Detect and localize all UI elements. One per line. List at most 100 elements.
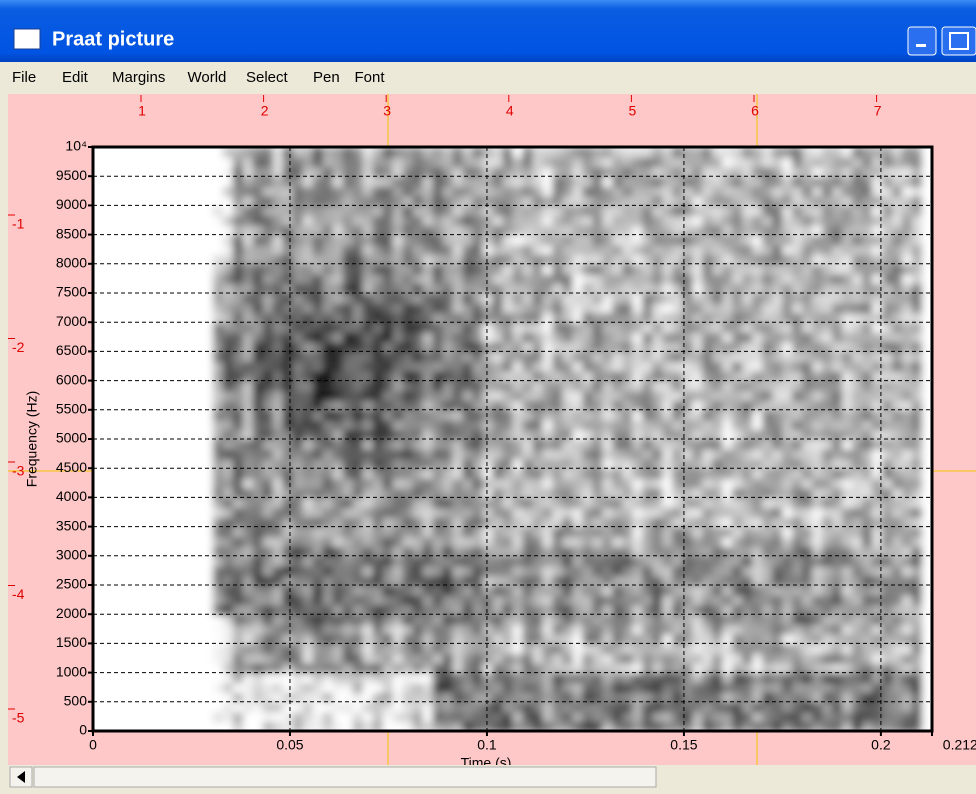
spectrogram-cell (103, 663, 114, 674)
menu-item[interactable]: Font (355, 69, 386, 86)
menu-item[interactable]: Margins (112, 69, 165, 86)
spectrogram-cell (582, 225, 593, 236)
spectrogram-cell (812, 439, 823, 450)
spectrogram-cell (862, 517, 873, 528)
spectrogram-cell (862, 205, 873, 216)
spectrogram-cell (842, 712, 853, 723)
spectrogram-cell (642, 390, 653, 401)
spectrogram-cell (762, 147, 773, 158)
spectrogram-cell (672, 429, 683, 440)
spectrogram-cell (403, 585, 414, 596)
minimize-button[interactable] (908, 27, 936, 55)
spectrogram-cell (692, 624, 703, 635)
spectrogram-cell (612, 546, 623, 557)
spectrogram-cell (752, 274, 763, 285)
spectrogram-cell (163, 439, 174, 450)
maximize-button[interactable] (942, 27, 976, 55)
spectrogram-cell (592, 420, 603, 431)
spectrogram-cell (303, 264, 314, 275)
spectrogram-cell (562, 653, 573, 664)
spectrogram-cell (712, 312, 723, 323)
spectrogram-cell (602, 556, 613, 567)
spectrogram-cell (453, 312, 464, 323)
spectrogram-cell (263, 196, 274, 207)
spectrogram-cell (503, 429, 514, 440)
menu-item[interactable]: Select (246, 69, 289, 86)
spectrogram-cell (582, 682, 593, 693)
spectrogram-cell (832, 381, 843, 392)
spectrogram-cell (333, 410, 344, 421)
spectrogram-cell (772, 274, 783, 285)
spectrogram-cell (832, 497, 843, 508)
spectrogram-cell (453, 186, 464, 197)
spectrogram-cell (433, 458, 444, 469)
spectrogram-cell (323, 663, 334, 674)
spectrogram-cell (802, 643, 813, 654)
spectrogram-cell (612, 371, 623, 382)
menu-item[interactable]: Edit (62, 69, 89, 86)
spectrogram-cell (612, 527, 623, 538)
spectrogram-cell (812, 312, 823, 323)
spectrogram-cell (193, 595, 204, 606)
spectrogram-cell (762, 497, 773, 508)
spectrogram-cell (582, 176, 593, 187)
spectrogram-cell (253, 507, 264, 518)
spectrogram-cell (333, 351, 344, 362)
spectrogram-cell (503, 235, 514, 246)
spectrogram-cell (542, 507, 553, 518)
spectrogram-cell (443, 147, 454, 158)
spectrogram-cell (423, 585, 434, 596)
spectrogram-cell (842, 673, 853, 684)
menu-item[interactable]: File (12, 69, 36, 86)
spectrogram-cell (143, 507, 154, 518)
spectrogram-cell (223, 429, 234, 440)
spectrogram-cell (702, 312, 713, 323)
spectrogram-cell (582, 692, 593, 703)
spectrogram-cell (862, 215, 873, 226)
spectrogram-cell (303, 361, 314, 372)
spectrogram-cell (243, 468, 254, 479)
spectrogram-cell (762, 546, 773, 557)
spectrogram-cell (732, 429, 743, 440)
spectrogram-cell (383, 147, 394, 158)
spectrogram-cell (822, 643, 833, 654)
spectrogram-cell (453, 614, 464, 625)
spectrogram-cell (103, 186, 114, 197)
spectrogram-cell (862, 274, 873, 285)
spectrogram-cell (423, 556, 434, 567)
menu-item[interactable]: World (188, 69, 227, 86)
spectrogram-cell (912, 196, 923, 207)
spectrogram-cell (632, 225, 643, 236)
spectrogram-cell (473, 536, 484, 547)
spectrogram-cell (133, 478, 144, 489)
spectrogram-cell (163, 410, 174, 421)
spectrogram-cell (383, 634, 394, 645)
spectrogram-cell (882, 556, 893, 567)
spectrogram-cell (782, 653, 793, 664)
spectrogram-cell (193, 400, 204, 411)
spectrogram-cell (772, 264, 783, 275)
spectrogram-cell (632, 604, 643, 615)
spectrogram-cell (812, 371, 823, 382)
menu-item[interactable]: Pen (313, 69, 340, 86)
spectrogram-cell (193, 507, 204, 518)
spectrogram-cell (792, 225, 803, 236)
spectrogram-cell (532, 575, 543, 586)
spectrogram-cell (672, 312, 683, 323)
spectrogram-cell (103, 303, 114, 314)
spectrogram-cell (902, 507, 913, 518)
spectrogram-cell (732, 390, 743, 401)
spectrogram-cell (513, 566, 524, 577)
spectrogram-cell (493, 205, 504, 216)
spectrogram-cell (802, 478, 813, 489)
spectrogram-cell (183, 332, 194, 343)
spectrogram-cell (513, 235, 524, 246)
spectrogram-cell (103, 507, 114, 518)
spectrogram-cell (193, 303, 204, 314)
spectrogram-cell (862, 478, 873, 489)
spectrogram-cell (732, 624, 743, 635)
spectrogram-cell (872, 351, 883, 362)
spectrogram-cell (503, 507, 514, 518)
spectrogram-cell (503, 176, 514, 187)
spectrogram-cell (822, 604, 833, 615)
